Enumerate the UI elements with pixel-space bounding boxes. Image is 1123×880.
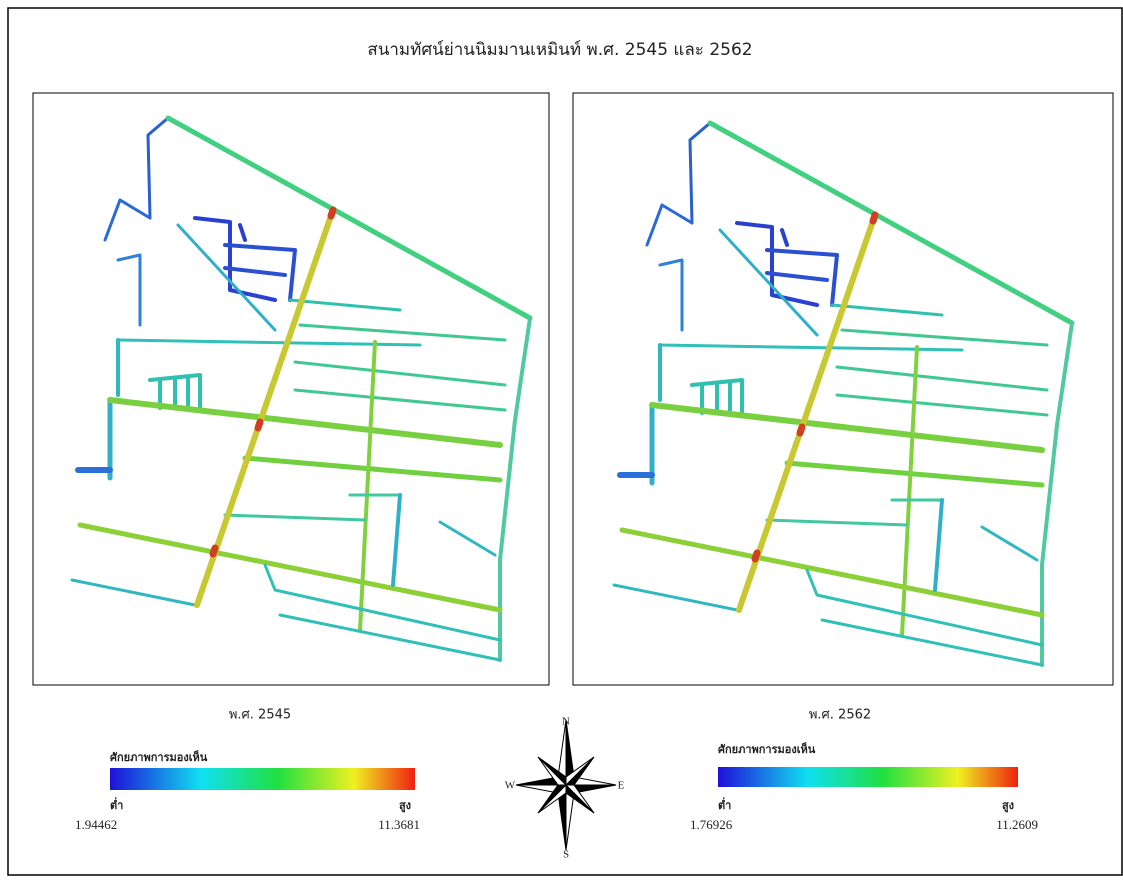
map-frame	[32, 92, 550, 686]
compass-north: N	[562, 716, 570, 728]
panel-caption: พ.ศ. 2562	[809, 708, 871, 723]
legend-low: ต่ำ	[110, 797, 123, 812]
legend-max: 11.3681	[378, 817, 420, 832]
compass-west: W	[505, 780, 516, 792]
compass-east: E	[618, 780, 625, 792]
legend-title: ศักยภาพการมองเห็น	[110, 750, 208, 764]
compass-south: S	[563, 849, 569, 861]
legend-title: ศักยภาพการมองเห็น	[718, 742, 816, 756]
panel-caption: พ.ศ. 2545	[229, 708, 291, 723]
title: สนามทัศน์ย่านนิมมานเหมินท์ พ.ศ. 2545 และ…	[367, 40, 752, 60]
legend-min: 1.76926	[690, 817, 733, 832]
map-frame	[572, 92, 1114, 686]
page-frame	[7, 7, 1123, 876]
color-ramp	[718, 767, 1018, 787]
legend-high: สูง	[399, 799, 411, 813]
legend-low: ต่ำ	[718, 797, 731, 812]
legend-high: สูง	[1002, 799, 1014, 813]
color-ramp	[110, 768, 415, 790]
compass-rose	[515, 719, 617, 851]
legend-max: 11.2609	[996, 817, 1038, 832]
legend-min: 1.94462	[75, 817, 117, 832]
